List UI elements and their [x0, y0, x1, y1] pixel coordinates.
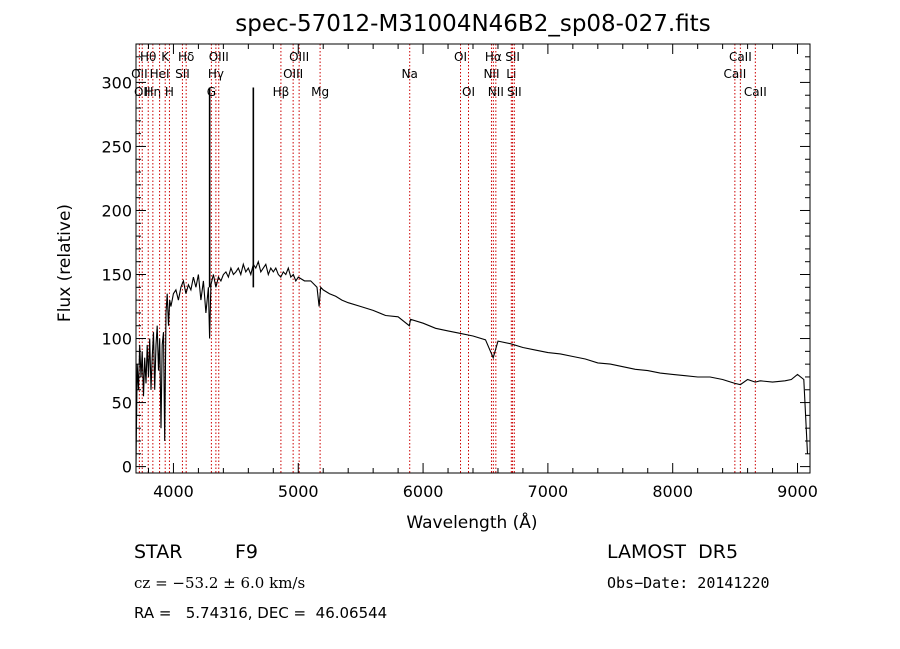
y-tick-label-1: 50 [112, 394, 132, 413]
line-label-18: OI [462, 85, 475, 99]
x-axis-label: Wavelength (Å) [406, 511, 537, 533]
x-tick-label-0: 4000 [153, 482, 194, 501]
line-label-0: OII [131, 67, 148, 81]
line-label-27: CaII [744, 85, 767, 99]
line-label-8: Hδ [178, 50, 194, 64]
coordinates: RA = 5.74316, DEC = 46.06544 [134, 604, 388, 622]
line-label-10: Hγ [208, 67, 224, 81]
survey-label: LAMOST DR5 [607, 541, 739, 563]
x-tick-label-5: 9000 [777, 482, 818, 501]
y-tick-label-6: 300 [101, 73, 132, 92]
x-tick-label-3: 7000 [528, 482, 569, 501]
line-label-17: OI [454, 50, 467, 64]
line-label-16: Na [402, 67, 418, 81]
object-subclass: F9 [235, 541, 259, 563]
line-label-5: K [161, 50, 170, 64]
line-label-6: H [165, 85, 174, 99]
line-label-9: G [207, 85, 216, 99]
observation-date: Obs−Date: 20141220 [607, 574, 770, 592]
line-label-21: NII [488, 85, 504, 99]
y-axis-label: Flux (relative) [55, 204, 75, 322]
line-label-14: OIII [289, 50, 309, 64]
line-label-19: NII [483, 67, 499, 81]
redshift-velocity: cz = −53.2 ± 6.0 km/s [134, 574, 306, 592]
line-label-3: Hη [145, 85, 162, 99]
line-label-25: CaII [723, 67, 746, 81]
line-label-4: HeI [150, 67, 170, 81]
line-label-15: Mg [311, 85, 329, 99]
line-label-2: Hθ [140, 50, 156, 64]
line-label-12: Hβ [273, 85, 290, 99]
x-tick-label-4: 8000 [652, 482, 693, 501]
chart-title: spec-57012-M31004N46B2_sp08-027.fits [235, 11, 710, 37]
y-tick-label-3: 150 [101, 266, 132, 285]
spectrum-line [135, 259, 809, 467]
line-markers: OIIOIIHθHηHeIKHSIIHδGHγOIIIHβOIIIOIIIMgN… [131, 44, 767, 473]
line-label-20: Hα [485, 50, 502, 64]
x-tick-label-1: 5000 [278, 482, 319, 501]
line-label-22: Li [506, 67, 516, 81]
line-label-7: SII [175, 67, 190, 81]
axis-ticks: 4000 5000 6000 7000 8000 9000 0 50 100 150 200 250 3… [101, 44, 818, 501]
line-label-11: OIII [209, 50, 229, 64]
y-tick-label-2: 100 [101, 330, 132, 349]
spectrum-series [135, 87, 809, 467]
line-label-26: CaII [729, 50, 752, 64]
x-tick-label-2: 6000 [403, 482, 444, 501]
y-tick-label-0: 0 [122, 458, 132, 477]
plot-frame [135, 43, 811, 474]
y-tick-label-5: 250 [101, 137, 132, 156]
object-class: STAR [134, 541, 183, 563]
line-label-23: SII [505, 50, 520, 64]
line-label-13: OIII [283, 67, 303, 81]
line-label-24: SII [507, 85, 522, 99]
y-tick-label-4: 200 [101, 201, 132, 220]
